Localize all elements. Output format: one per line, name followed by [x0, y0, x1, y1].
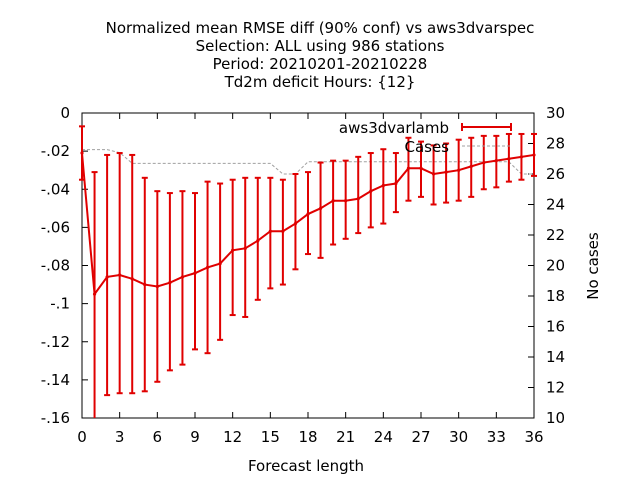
data-point [92, 292, 97, 296]
data-point [457, 168, 461, 172]
errorbar-series [79, 125, 537, 418]
data-point [482, 160, 486, 165]
y-tick-label: -.14 [41, 371, 70, 389]
y-tick-label: 0 [60, 104, 70, 122]
y-tick-label: -.02 [41, 142, 70, 160]
x-tick-label: 15 [261, 428, 280, 446]
data-point [231, 248, 235, 252]
y2-tick-label: 14 [546, 348, 565, 366]
legend-label: Cases [404, 138, 449, 156]
plot-frame [81, 112, 535, 419]
x-tick-label: 36 [524, 428, 543, 446]
data-point [155, 284, 159, 289]
data-point [180, 275, 185, 279]
data-point [369, 189, 373, 193]
y-tick-label: -.1 [50, 295, 70, 313]
y-tick-label: -.12 [41, 333, 70, 351]
data-point [331, 199, 335, 203]
data-point [406, 166, 411, 170]
y-tick-label: -.04 [41, 180, 70, 198]
data-point [256, 239, 260, 243]
data-point [243, 246, 247, 250]
axis-ticks: 0 3 6 9 12 15 18 21 24 27 30 33 360-.02-.04-.06-.08-… [41, 104, 565, 446]
data-point [344, 199, 348, 203]
data-point [507, 157, 511, 161]
data-point [130, 277, 134, 281]
y2-tick-label: 20 [546, 257, 565, 275]
y2-tick-label: 30 [546, 104, 565, 122]
y2-tick-label: 10 [546, 409, 565, 427]
x-tick-label: 30 [449, 428, 468, 446]
y2-tick-label: 22 [546, 226, 565, 244]
data-point [293, 221, 298, 226]
y2-tick-label: 16 [546, 318, 565, 336]
data-point [519, 155, 524, 159]
data-point [193, 271, 197, 275]
data-point [394, 181, 398, 186]
cases-line [82, 149, 534, 175]
y2-tick-label: 18 [546, 287, 565, 305]
data-point [143, 282, 147, 287]
data-point [444, 170, 448, 174]
data-point [105, 275, 109, 279]
y2-tick-label: 12 [546, 379, 565, 397]
data-point [356, 197, 360, 201]
x-tick-label: 6 [153, 428, 163, 446]
data-point [381, 183, 385, 188]
y-tick-label: -.06 [41, 218, 70, 236]
x-axis-label: Forecast length [248, 457, 364, 475]
y-tick-label: -.16 [41, 409, 70, 427]
title-line: Period: 20210201-20210228 [213, 55, 428, 73]
data-point [205, 265, 210, 270]
data-point [268, 229, 272, 233]
data-point [118, 273, 122, 277]
x-tick-label: 3 [115, 428, 125, 446]
x-tick-label: 0 [77, 428, 87, 446]
data-point [306, 212, 310, 216]
y2-tick-label: 24 [546, 196, 565, 214]
y2-tick-label: 26 [546, 165, 565, 183]
data-point [218, 261, 222, 266]
x-tick-label: 24 [374, 428, 393, 446]
data-point [168, 281, 172, 285]
data-point [281, 229, 285, 233]
y2-tick-label: 28 [546, 135, 565, 153]
legend-label: aws3dvarlamb [339, 119, 449, 137]
title-line: Td2m deficit Hours: {12} [224, 73, 416, 91]
x-tick-label: 27 [411, 428, 430, 446]
data-point [431, 172, 436, 176]
chart-title: Normalized mean RMSE diff (90% conf) vs … [106, 19, 535, 91]
x-tick-label: 12 [223, 428, 242, 446]
data-point [80, 151, 84, 155]
title-line: Normalized mean RMSE diff (90% conf) vs … [106, 19, 535, 37]
x-tick-label: 18 [298, 428, 317, 446]
x-tick-label: 33 [487, 428, 506, 446]
data-point [318, 206, 323, 210]
data-point [469, 164, 473, 168]
cases-series [82, 149, 534, 175]
data-point [494, 159, 498, 163]
x-tick-label: 9 [190, 428, 200, 446]
data-point [532, 153, 536, 157]
title-line: Selection: ALL using 986 stations [196, 37, 445, 55]
y-tick-label: -.08 [41, 257, 70, 275]
x-tick-label: 21 [336, 428, 355, 446]
axis-labels: Forecast length No cases [248, 232, 602, 475]
y2-axis-label: No cases [584, 232, 602, 300]
data-point [419, 166, 423, 170]
